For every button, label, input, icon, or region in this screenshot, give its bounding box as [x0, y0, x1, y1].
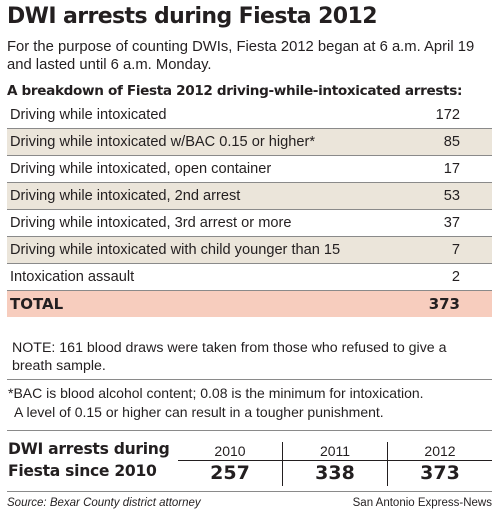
- table-row: Driving while intoxicated with child you…: [7, 237, 492, 264]
- breakdown-table: Driving while intoxicated 172 Driving whil…: [7, 102, 492, 317]
- divider: [7, 379, 492, 380]
- table-row: Intoxication assault 2: [7, 264, 492, 291]
- since-title-line: DWI arrests during: [8, 440, 170, 458]
- note-line: breath sample.: [12, 358, 106, 374]
- total-value: 373: [428, 295, 460, 313]
- row-label: Driving while intoxicated, 3rd arrest or…: [10, 215, 292, 231]
- year-label: 2011: [319, 443, 351, 459]
- divider: [7, 430, 492, 431]
- subtitle-line: and lasted until 6 a.m. Monday.: [7, 57, 212, 73]
- year-label: 2010: [214, 443, 246, 459]
- column-divider: [387, 442, 388, 486]
- year-column-2010: 2010 257: [178, 438, 282, 490]
- row-label: Driving while intoxicated with child you…: [10, 242, 341, 258]
- table-row: Driving while intoxicated 172: [7, 102, 492, 129]
- row-value: 37: [443, 215, 460, 231]
- table-row: Driving while intoxicated, 2nd arrest 53: [7, 183, 492, 210]
- year-value: 373: [420, 462, 460, 484]
- table-row: Driving while intoxicated w/BAC 0.15 or …: [7, 129, 492, 156]
- yearly-table-rule: [178, 460, 492, 461]
- table-row: Driving while intoxicated, 3rd arrest or…: [7, 210, 492, 237]
- row-value: 172: [435, 107, 460, 123]
- breakdown-heading: A breakdown of Fiesta 2012 driving-while…: [7, 83, 463, 99]
- row-value: 17: [443, 161, 460, 177]
- note: NOTE: 161 blood draws were taken from th…: [12, 339, 492, 375]
- row-label: Driving while intoxicated, 2nd arrest: [10, 188, 241, 204]
- total-row: TOTAL 373: [7, 291, 492, 317]
- since-title-line: Fiesta since 2010: [8, 462, 157, 480]
- table-row: Driving while intoxicated, open containe…: [7, 156, 492, 183]
- footnote: *BAC is blood alcohol content; 0.08 is t…: [8, 384, 493, 421]
- row-label: Driving while intoxicated, open containe…: [10, 161, 272, 177]
- year-value: 257: [210, 462, 250, 484]
- page-title: DWI arrests during Fiesta 2012: [7, 4, 378, 29]
- subtitle: For the purpose of counting DWIs, Fiesta…: [7, 38, 495, 74]
- row-label: Intoxication assault: [10, 269, 135, 285]
- credit: San Antonio Express-News: [352, 497, 492, 509]
- year-value: 338: [315, 462, 355, 484]
- source-note: Source: Bexar County district attorney: [7, 497, 201, 509]
- yearly-table: 2010 257 2011 338 2012 373: [178, 438, 492, 490]
- since-title: DWI arrests during Fiesta since 2010: [8, 438, 170, 482]
- row-label: Driving while intoxicated w/BAC 0.15 or …: [10, 134, 315, 150]
- year-label: 2012: [424, 443, 456, 459]
- year-column-2012: 2012 373: [388, 438, 492, 490]
- column-divider: [282, 442, 283, 486]
- footnote-line: *BAC is blood alcohol content; 0.08 is t…: [8, 385, 424, 401]
- total-label: TOTAL: [10, 295, 64, 313]
- footnote-line: A level of 0.15 or higher can result in …: [14, 403, 384, 420]
- row-value: 7: [451, 242, 460, 258]
- row-value: 2: [451, 269, 460, 285]
- subtitle-line: For the purpose of counting DWIs, Fiesta…: [7, 39, 475, 55]
- row-value: 53: [443, 188, 460, 204]
- year-column-2011: 2011 338: [283, 438, 387, 490]
- row-value: 85: [443, 134, 460, 150]
- note-line: NOTE: 161 blood draws were taken from th…: [12, 340, 447, 356]
- row-label: Driving while intoxicated: [10, 107, 167, 123]
- divider: [7, 491, 492, 492]
